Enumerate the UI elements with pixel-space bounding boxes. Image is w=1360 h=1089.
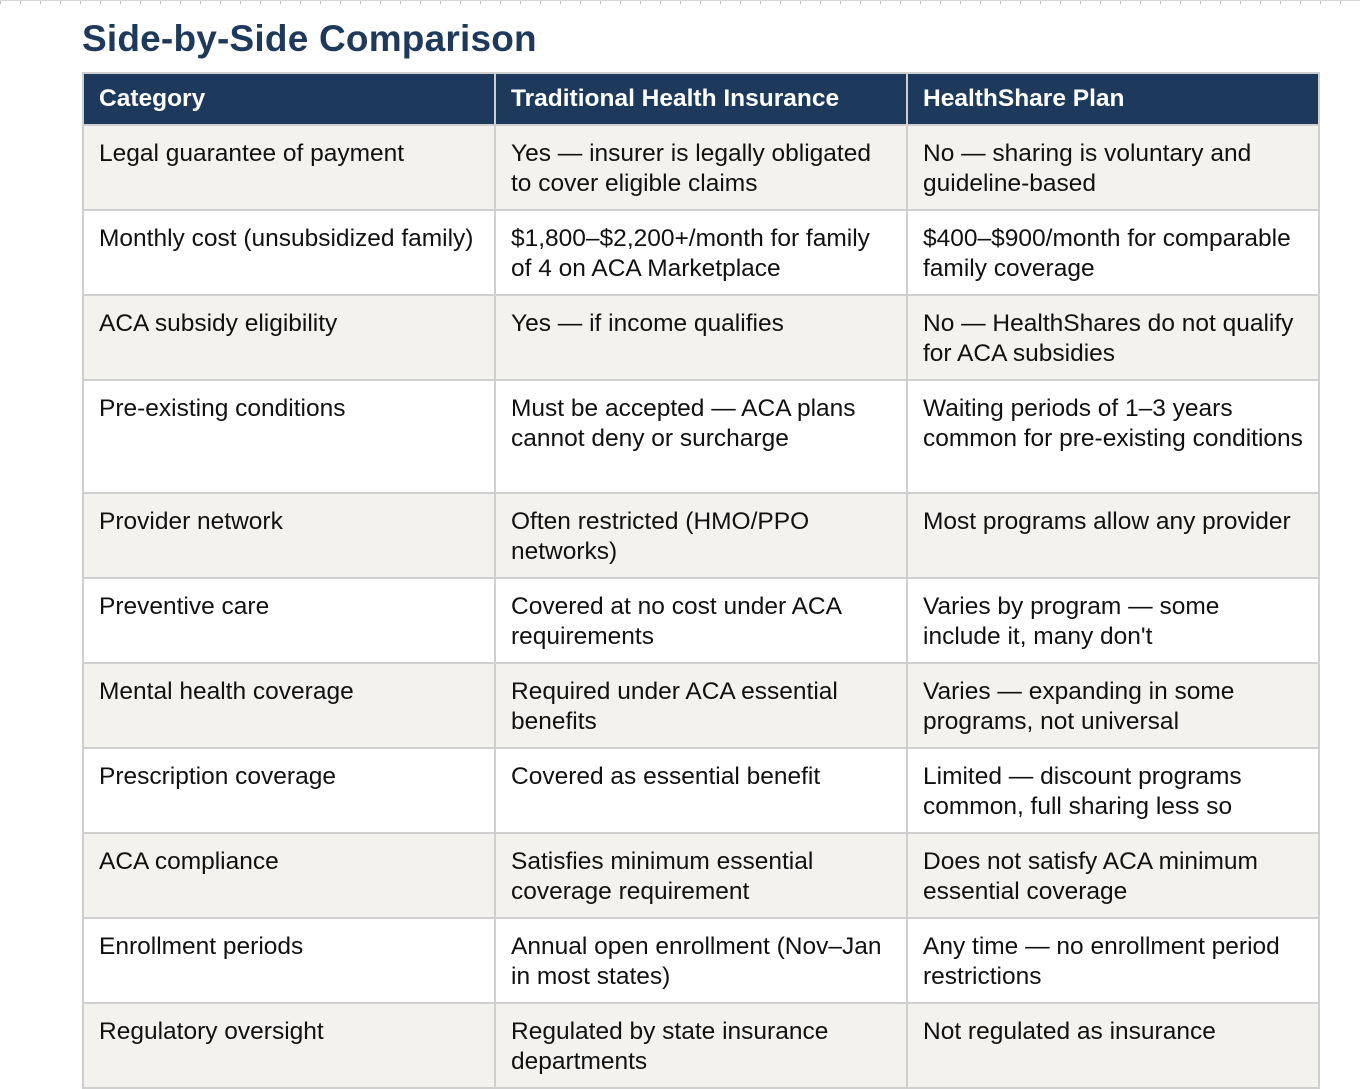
cell-category: Monthly cost (unsubsidized family): [82, 209, 496, 296]
table-row: Preventive care Covered at no cost under…: [82, 577, 1320, 664]
cell-category: Mental health coverage: [82, 662, 496, 749]
cell-category: Provider network: [82, 492, 496, 579]
cell-traditional: Yes — if income qualifies: [494, 294, 908, 381]
table-row: Provider network Often restricted (HMO/P…: [82, 492, 1320, 579]
cell-healthshare: No — HealthShares do not qualify for ACA…: [906, 294, 1320, 381]
table-row: Pre-existing conditions Must be accepted…: [82, 379, 1320, 494]
cell-healthshare: $400–$900/month for comparable family co…: [906, 209, 1320, 296]
cell-category: Preventive care: [82, 577, 496, 664]
section-title: Side-by-Side Comparison: [82, 18, 537, 59]
table-row: ACA subsidy eligibility Yes — if income …: [82, 294, 1320, 381]
cell-healthshare: Varies by program — some include it, man…: [906, 577, 1320, 664]
table-row: Legal guarantee of payment Yes — insurer…: [82, 124, 1320, 211]
header-healthshare-plan: HealthShare Plan: [906, 72, 1320, 126]
header-category: Category: [82, 72, 496, 126]
cell-traditional: Must be accepted — ACA plans cannot deny…: [494, 379, 908, 494]
cell-healthshare: Not regulated as insurance: [906, 1002, 1320, 1089]
cell-traditional: Required under ACA essential benefits: [494, 662, 908, 749]
cell-healthshare: No — sharing is voluntary and guideline-…: [906, 124, 1320, 211]
table-row: Enrollment periods Annual open enrollmen…: [82, 917, 1320, 1004]
cell-healthshare: Does not satisfy ACA minimum essential c…: [906, 832, 1320, 919]
cell-category: ACA compliance: [82, 832, 496, 919]
table-row: Prescription coverage Covered as essenti…: [82, 747, 1320, 834]
cell-traditional: Often restricted (HMO/PPO networks): [494, 492, 908, 579]
cell-healthshare: Most programs allow any provider: [906, 492, 1320, 579]
table-row: ACA compliance Satisfies minimum essenti…: [82, 832, 1320, 919]
cell-category: Prescription coverage: [82, 747, 496, 834]
cell-traditional: Annual open enrollment (Nov–Jan in most …: [494, 917, 908, 1004]
cell-traditional: $1,800–$2,200+/month for family of 4 on …: [494, 209, 908, 296]
table-row: Regulatory oversight Regulated by state …: [82, 1002, 1320, 1089]
cell-category: ACA subsidy eligibility: [82, 294, 496, 381]
table-row: Mental health coverage Required under AC…: [82, 662, 1320, 749]
header-traditional-insurance: Traditional Health Insurance: [494, 72, 908, 126]
cell-healthshare: Waiting periods of 1–3 years common for …: [906, 379, 1320, 494]
cell-traditional: Regulated by state insurance departments: [494, 1002, 908, 1089]
cell-traditional: Satisfies minimum essential coverage req…: [494, 832, 908, 919]
cell-healthshare: Limited — discount programs common, full…: [906, 747, 1320, 834]
cell-healthshare: Varies — expanding in some programs, not…: [906, 662, 1320, 749]
comparison-table: Category Traditional Health Insurance He…: [82, 72, 1320, 1089]
table-row: Monthly cost (unsubsidized family) $1,80…: [82, 209, 1320, 296]
table-header-row: Category Traditional Health Insurance He…: [82, 72, 1320, 126]
top-ruler: [0, 0, 1360, 4]
cell-traditional: Covered as essential benefit: [494, 747, 908, 834]
cell-category: Regulatory oversight: [82, 1002, 496, 1089]
cell-traditional: Covered at no cost under ACA requirement…: [494, 577, 908, 664]
cell-category: Enrollment periods: [82, 917, 496, 1004]
cell-healthshare: Any time — no enrollment period restrict…: [906, 917, 1320, 1004]
cell-category: Pre-existing conditions: [82, 379, 496, 494]
cell-category: Legal guarantee of payment: [82, 124, 496, 211]
cell-traditional: Yes — insurer is legally obligated to co…: [494, 124, 908, 211]
